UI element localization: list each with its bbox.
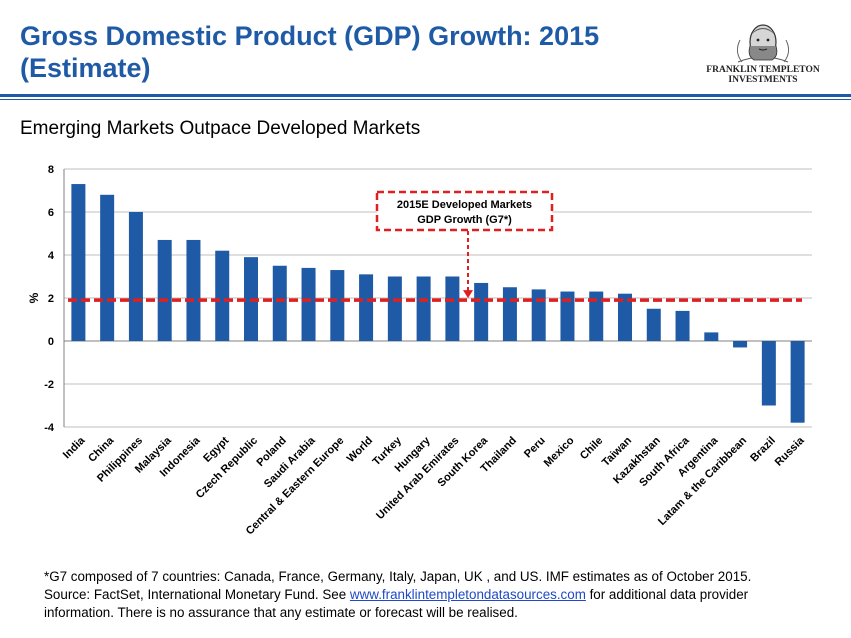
franklin-templeton-logo: FRANKLIN TEMPLETON INVESTMENTS (698, 22, 828, 85)
bar-25 (790, 341, 805, 423)
bar-19 (618, 293, 632, 341)
footnote: *G7 composed of 7 countries: Canada, Fra… (44, 568, 844, 622)
x-tick-label: India (61, 434, 88, 461)
chart-subtitle: Emerging Markets Outpace Developed Marke… (20, 118, 421, 139)
y-tick-label: -4 (44, 422, 55, 434)
header-divider (0, 94, 851, 97)
bar-20 (646, 308, 661, 341)
title-line-2: (Estimate) (20, 53, 151, 83)
bar-11 (387, 276, 402, 341)
title-line-1: Gross Domestic Product (GDP) Growth: 201… (20, 21, 600, 51)
bar-7 (272, 265, 287, 341)
bar-1 (100, 194, 115, 341)
bar-21 (675, 310, 690, 341)
bar-4 (186, 239, 201, 341)
logo-line-2: INVESTMENTS (728, 75, 798, 85)
footnote-line-3: information. There is no assurance that … (44, 605, 518, 620)
bar-9 (330, 270, 345, 341)
logo-line-1: FRANKLIN TEMPLETON (706, 65, 820, 75)
bar-14 (474, 282, 489, 341)
y-tick-label: -2 (44, 379, 54, 391)
bar-18 (589, 291, 604, 341)
reference-callout-line-1: 2015E Developed Markets (397, 199, 532, 211)
gdp-bar-chart: 8 6 4 2 0 -2 -4% 2015E Developed Markets GDP Gro… (27, 164, 812, 537)
footnote-source-prefix: Source: FactSet, International Monetary … (44, 587, 350, 602)
bar-2 (128, 212, 143, 341)
bar-3 (157, 239, 172, 341)
x-tick-label: Russia (773, 434, 808, 469)
bar-8 (301, 267, 316, 341)
bar-0 (71, 184, 86, 341)
bar-13 (445, 276, 460, 341)
reference-arrow-head (463, 290, 473, 299)
bar-23 (733, 341, 748, 348)
bar-12 (416, 276, 431, 341)
y-tick-label: 4 (48, 250, 55, 262)
page-title: Gross Domestic Product (GDP) Growth: 201… (20, 20, 680, 84)
bar-5 (215, 250, 230, 341)
y-tick-label: 8 (48, 164, 54, 176)
reference-callout-line-2: GDP Growth (G7*) (417, 214, 512, 226)
portrait-emblem-icon (736, 24, 790, 63)
bar-24 (761, 341, 776, 406)
bar-10 (359, 274, 374, 341)
x-tick-label: Peru (522, 435, 548, 461)
y-tick-label: 6 (48, 207, 54, 219)
y-tick-label: 0 (48, 336, 54, 348)
bar-15 (502, 287, 517, 341)
footnote-line-1: *G7 composed of 7 countries: Canada, Fra… (44, 569, 752, 584)
bar-22 (704, 332, 719, 341)
logo-text: FRANKLIN TEMPLETON INVESTMENTS (698, 65, 828, 85)
y-tick-label: 2 (48, 293, 54, 305)
bar-16 (531, 289, 546, 341)
header-divider-thin (0, 99, 851, 100)
x-tick-label: Mexico (542, 434, 577, 469)
footnote-source-suffix: for additional data provider (585, 587, 749, 602)
bar-17 (560, 291, 575, 341)
reference-callout-box (375, 190, 554, 232)
y-axis-label: % (27, 292, 41, 303)
data-sources-link[interactable]: www.franklintempletondatasources.com (349, 587, 586, 602)
footnote-line-2: Source: FactSet, International Monetary … (44, 586, 844, 604)
